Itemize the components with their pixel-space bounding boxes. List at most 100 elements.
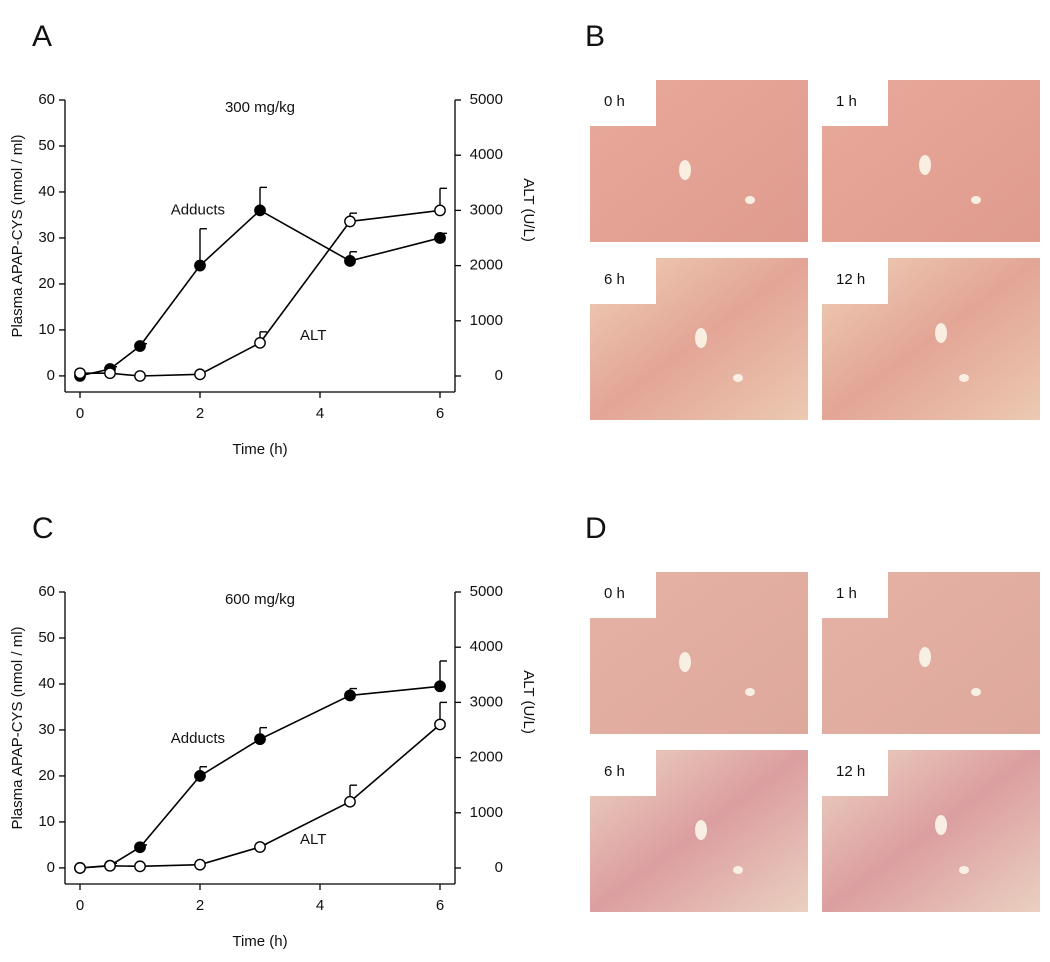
label-box bbox=[590, 750, 656, 796]
vessel bbox=[935, 815, 947, 835]
series-label: Adducts bbox=[171, 730, 225, 747]
y-tick-label: 50 bbox=[38, 629, 55, 646]
data-point bbox=[434, 680, 446, 693]
data-point bbox=[434, 204, 446, 217]
time-label: 6 h bbox=[604, 763, 625, 780]
y-tick-label: 50 bbox=[38, 137, 55, 154]
y2-tick-label: 5000 bbox=[470, 91, 503, 108]
y-axis-label: Plasma APAP-CYS (nmol / ml) bbox=[9, 626, 26, 829]
vessel bbox=[971, 196, 981, 204]
x-tick-label: 2 bbox=[196, 897, 204, 914]
label-box bbox=[822, 572, 888, 618]
label-box bbox=[822, 80, 888, 126]
data-point bbox=[194, 259, 206, 272]
time-label: 12 h bbox=[836, 271, 865, 288]
data-point bbox=[104, 859, 116, 872]
y2-tick-label: 2000 bbox=[470, 257, 503, 274]
x-tick-label: 4 bbox=[316, 897, 324, 914]
y-tick-label: 10 bbox=[38, 813, 55, 830]
vessel bbox=[971, 688, 981, 696]
data-point bbox=[194, 770, 206, 782]
y-axis-label: Plasma APAP-CYS (nmol / ml) bbox=[9, 134, 26, 337]
series-line bbox=[79, 209, 441, 377]
vessel bbox=[745, 688, 755, 696]
y2-tick-label: 4000 bbox=[470, 146, 503, 163]
panel-label: A bbox=[32, 20, 52, 53]
vessel bbox=[679, 652, 691, 672]
y-tick-label: 20 bbox=[38, 767, 55, 784]
vessel bbox=[733, 866, 743, 874]
series-label: ALT bbox=[300, 327, 326, 344]
label-box bbox=[822, 258, 888, 304]
x-axis-label: Time (h) bbox=[232, 933, 287, 950]
time-label: 6 h bbox=[604, 271, 625, 288]
vessel bbox=[919, 155, 931, 175]
label-box bbox=[590, 258, 656, 304]
vessel bbox=[745, 196, 755, 204]
data-point bbox=[104, 367, 116, 380]
series-line bbox=[79, 685, 441, 869]
series-label: Adducts bbox=[171, 201, 225, 218]
data-point bbox=[194, 368, 206, 381]
data-point bbox=[194, 858, 206, 871]
data-point bbox=[254, 204, 266, 217]
data-point bbox=[434, 232, 446, 244]
data-point bbox=[74, 862, 86, 874]
panel-label: D bbox=[585, 512, 607, 545]
y2-tick-label: 2000 bbox=[470, 749, 503, 766]
x-tick-label: 2 bbox=[196, 405, 204, 422]
data-point bbox=[254, 733, 266, 746]
label-box bbox=[590, 80, 656, 126]
time-label: 1 h bbox=[836, 93, 857, 110]
y2-tick-label: 1000 bbox=[470, 804, 503, 821]
error-bar bbox=[199, 228, 207, 266]
x-axis-label: Time (h) bbox=[232, 441, 287, 458]
vessel bbox=[695, 820, 707, 840]
data-point bbox=[134, 340, 146, 352]
data-point bbox=[344, 215, 356, 228]
y2-tick-label: 1000 bbox=[470, 312, 503, 329]
data-point bbox=[74, 367, 86, 380]
vessel bbox=[959, 374, 969, 382]
y-tick-label: 60 bbox=[38, 583, 55, 600]
x-tick-label: 6 bbox=[436, 897, 444, 914]
series-label: ALT bbox=[300, 831, 326, 848]
x-tick-label: 0 bbox=[76, 897, 84, 914]
time-label: 1 h bbox=[836, 585, 857, 602]
y2-axis-label: ALT (U/L) bbox=[520, 178, 537, 242]
y-tick-label: 40 bbox=[38, 183, 55, 200]
label-box bbox=[822, 750, 888, 796]
label-box bbox=[590, 572, 656, 618]
y-tick-label: 30 bbox=[38, 721, 55, 738]
data-point bbox=[134, 860, 146, 873]
panel-label: C bbox=[32, 512, 54, 545]
x-tick-label: 4 bbox=[316, 405, 324, 422]
x-tick-label: 6 bbox=[436, 405, 444, 422]
data-point bbox=[134, 841, 146, 854]
data-point bbox=[344, 689, 356, 702]
time-label: 12 h bbox=[836, 763, 865, 780]
y2-tick-label: 3000 bbox=[470, 693, 503, 710]
y2-tick-label: 3000 bbox=[470, 201, 503, 218]
time-label: 0 h bbox=[604, 585, 625, 602]
chart-title: 600 mg/kg bbox=[225, 591, 295, 608]
data-point bbox=[344, 255, 356, 267]
y-tick-label: 10 bbox=[38, 321, 55, 338]
x-tick-label: 0 bbox=[76, 405, 84, 422]
y2-tick-label: 4000 bbox=[470, 638, 503, 655]
y2-axis-label: ALT (U/L) bbox=[520, 670, 537, 734]
vessel bbox=[695, 328, 707, 348]
data-point bbox=[134, 370, 146, 382]
y-tick-label: 0 bbox=[47, 367, 55, 384]
y2-tick-label: 5000 bbox=[470, 583, 503, 600]
y-tick-label: 40 bbox=[38, 675, 55, 692]
vessel bbox=[733, 374, 743, 382]
data-point bbox=[254, 336, 266, 349]
vessel bbox=[935, 323, 947, 343]
data-point bbox=[434, 718, 446, 731]
y-tick-label: 30 bbox=[38, 229, 55, 246]
y-tick-label: 0 bbox=[47, 859, 55, 876]
y2-tick-label: 0 bbox=[495, 367, 503, 384]
panel-label: B bbox=[585, 20, 605, 53]
